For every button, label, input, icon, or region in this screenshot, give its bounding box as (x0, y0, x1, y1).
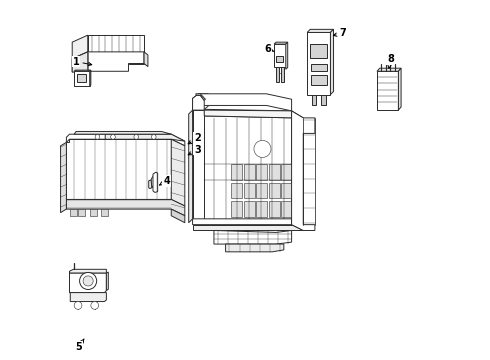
Polygon shape (193, 94, 208, 110)
Circle shape (91, 302, 98, 309)
Polygon shape (151, 174, 155, 188)
Polygon shape (171, 139, 185, 206)
Polygon shape (311, 75, 326, 85)
Text: 7: 7 (333, 28, 346, 38)
Polygon shape (281, 201, 292, 217)
Polygon shape (281, 67, 284, 82)
Polygon shape (66, 134, 185, 146)
Polygon shape (321, 95, 326, 105)
Polygon shape (330, 30, 334, 95)
Polygon shape (398, 68, 401, 110)
Polygon shape (66, 139, 171, 199)
Polygon shape (256, 164, 267, 180)
Polygon shape (269, 201, 280, 217)
Text: 4: 4 (160, 176, 170, 186)
Polygon shape (307, 32, 330, 95)
Circle shape (95, 135, 100, 139)
Polygon shape (193, 225, 303, 230)
Polygon shape (292, 111, 303, 230)
Polygon shape (61, 142, 66, 213)
Circle shape (134, 135, 139, 139)
Polygon shape (377, 71, 398, 110)
Polygon shape (377, 68, 401, 71)
Polygon shape (225, 244, 284, 252)
Polygon shape (281, 183, 292, 198)
Polygon shape (101, 209, 108, 216)
Polygon shape (244, 183, 255, 198)
Polygon shape (171, 209, 185, 223)
Polygon shape (274, 44, 286, 67)
Text: 3: 3 (188, 145, 201, 155)
Polygon shape (70, 293, 106, 302)
Text: 8: 8 (387, 54, 394, 68)
Circle shape (79, 273, 97, 289)
Polygon shape (269, 183, 280, 198)
Circle shape (254, 140, 271, 157)
Text: 6: 6 (264, 44, 274, 54)
Polygon shape (88, 35, 144, 52)
Circle shape (83, 276, 93, 286)
Polygon shape (256, 183, 267, 198)
Polygon shape (312, 95, 317, 105)
Polygon shape (269, 164, 280, 180)
Polygon shape (274, 42, 288, 44)
Polygon shape (198, 94, 292, 111)
Text: 2: 2 (188, 133, 201, 144)
Polygon shape (244, 164, 255, 180)
Polygon shape (231, 183, 242, 198)
Polygon shape (148, 180, 152, 189)
Polygon shape (74, 71, 90, 86)
Text: 5: 5 (75, 339, 84, 352)
Polygon shape (153, 172, 158, 193)
Polygon shape (72, 52, 144, 72)
Polygon shape (256, 201, 267, 217)
Polygon shape (286, 42, 288, 69)
Polygon shape (281, 164, 292, 180)
Polygon shape (70, 209, 77, 216)
Polygon shape (193, 110, 204, 219)
Polygon shape (90, 209, 97, 216)
Polygon shape (70, 273, 106, 293)
Polygon shape (74, 131, 171, 134)
Polygon shape (193, 95, 204, 110)
Polygon shape (70, 269, 106, 273)
Polygon shape (231, 201, 242, 217)
Polygon shape (128, 52, 144, 63)
Polygon shape (244, 201, 255, 217)
Polygon shape (105, 134, 185, 141)
Polygon shape (292, 111, 315, 230)
Polygon shape (78, 209, 85, 216)
Polygon shape (90, 70, 91, 86)
Text: 1: 1 (73, 57, 92, 67)
Polygon shape (74, 70, 91, 71)
Polygon shape (193, 219, 303, 225)
Polygon shape (77, 74, 86, 82)
Polygon shape (276, 67, 279, 82)
Circle shape (111, 135, 115, 139)
Circle shape (74, 302, 82, 309)
Polygon shape (276, 56, 283, 62)
Polygon shape (189, 110, 193, 223)
Polygon shape (311, 63, 326, 71)
Polygon shape (310, 44, 327, 58)
Polygon shape (231, 164, 242, 180)
Polygon shape (72, 52, 88, 72)
Polygon shape (72, 35, 88, 59)
Polygon shape (214, 230, 292, 244)
Polygon shape (106, 272, 108, 291)
Polygon shape (196, 94, 205, 100)
Polygon shape (144, 52, 148, 67)
Polygon shape (307, 30, 334, 32)
Polygon shape (66, 199, 185, 216)
Polygon shape (193, 109, 292, 118)
Polygon shape (204, 110, 292, 118)
Circle shape (151, 135, 156, 139)
